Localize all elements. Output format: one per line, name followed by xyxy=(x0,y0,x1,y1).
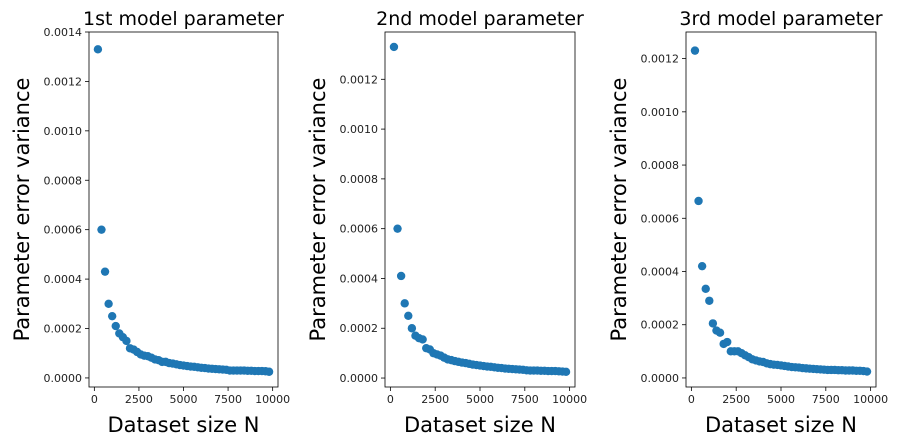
data-point xyxy=(122,336,131,346)
y-tick-label: 0.0004 xyxy=(340,272,379,285)
x-tick-label: 5000 xyxy=(466,393,494,406)
y-tick-label: 0.0008 xyxy=(641,159,680,172)
x-tick-label: 7500 xyxy=(511,393,539,406)
data-point xyxy=(697,261,707,271)
x-tick-label: 2500 xyxy=(722,393,750,406)
data-point xyxy=(400,299,409,308)
data-point xyxy=(104,299,113,309)
x-axis-label: Dataset size N xyxy=(705,413,857,437)
subplot-3: 0 2500 5000 7500 10000 0.0000 0.0002 0.0004 0.00… xyxy=(607,8,888,437)
y-tick-label: 0.0000 xyxy=(641,372,680,385)
x-tick-label: 10000 xyxy=(853,393,888,406)
chart-title: 1st model parameter xyxy=(83,8,284,30)
subplot-1: 0 2500 5000 7500 10000 0.0000 0.0002 0.0004 0.00… xyxy=(10,8,290,437)
y-tick-label: 0.0006 xyxy=(340,223,379,236)
y-tick-label: 0.0014 xyxy=(44,26,83,39)
x-tick-label: 10000 xyxy=(255,393,290,406)
data-point xyxy=(705,296,714,305)
chart-title: 2nd model parameter xyxy=(376,8,584,30)
data-point xyxy=(715,328,725,337)
data-point xyxy=(393,224,402,233)
x-axis-label: Dataset size N xyxy=(404,413,556,437)
y-axis-label: Parameter error variance xyxy=(607,78,631,342)
data-point xyxy=(396,271,406,281)
data-point xyxy=(93,45,103,54)
y-tick-label: 0.0008 xyxy=(340,173,379,186)
x-tick-label: 0 xyxy=(387,393,394,406)
x-tick-label: 5000 xyxy=(767,393,795,406)
x-tick-label: 0 xyxy=(91,393,98,406)
subplot-2: 0 2500 5000 7500 10000 0.0000 0.0002 0.0004 0.00… xyxy=(306,8,587,437)
y-axis-label: Parameter error variance xyxy=(306,78,330,342)
chart-title: 3rd model parameter xyxy=(679,8,882,30)
x-axis-label: Dataset size N xyxy=(107,413,259,437)
y-tick-label: 0.0010 xyxy=(44,125,83,138)
x-tick-label: 10000 xyxy=(552,393,587,406)
data-point xyxy=(97,225,106,234)
y-tick-label: 0.0002 xyxy=(340,322,379,335)
data-point xyxy=(264,367,274,376)
y-tick-label: 0.0002 xyxy=(44,323,83,336)
data-point xyxy=(389,42,399,52)
y-tick-label: 0.0000 xyxy=(44,372,83,385)
x-tick-label: 2500 xyxy=(421,393,449,406)
y-axis-label: Parameter error variance xyxy=(10,78,34,342)
data-point xyxy=(701,284,710,294)
data-point xyxy=(708,319,718,328)
data-point xyxy=(404,311,413,321)
y-tick-label: 0.0006 xyxy=(641,212,680,225)
y-tick-label: 0.0012 xyxy=(641,53,680,66)
y-tick-label: 0.0010 xyxy=(641,106,680,119)
data-point xyxy=(690,46,700,55)
x-tick-label: 0 xyxy=(688,393,695,406)
y-tick-label: 0.0012 xyxy=(340,73,379,86)
y-tick-label: 0.0006 xyxy=(44,224,83,237)
x-tick-label: 2500 xyxy=(125,393,153,406)
data-point xyxy=(107,311,117,321)
data-point xyxy=(723,337,732,347)
data-point xyxy=(111,321,120,331)
data-point xyxy=(561,367,571,377)
y-tick-label: 0.0004 xyxy=(641,266,680,279)
y-tick-label: 0.0008 xyxy=(44,174,83,187)
x-tick-label: 7500 xyxy=(214,393,242,406)
y-tick-label: 0.0010 xyxy=(340,123,379,136)
y-tick-label: 0.0012 xyxy=(44,75,83,88)
x-tick-label: 5000 xyxy=(170,393,198,406)
data-point xyxy=(862,367,872,376)
data-point xyxy=(100,267,110,276)
x-tick-label: 7500 xyxy=(812,393,840,406)
data-point xyxy=(407,324,417,333)
y-tick-label: 0.0004 xyxy=(44,273,83,286)
data-point xyxy=(418,335,427,344)
data-point xyxy=(694,196,703,206)
y-tick-label: 0.0000 xyxy=(340,372,379,385)
y-tick-label: 0.0002 xyxy=(641,319,680,332)
